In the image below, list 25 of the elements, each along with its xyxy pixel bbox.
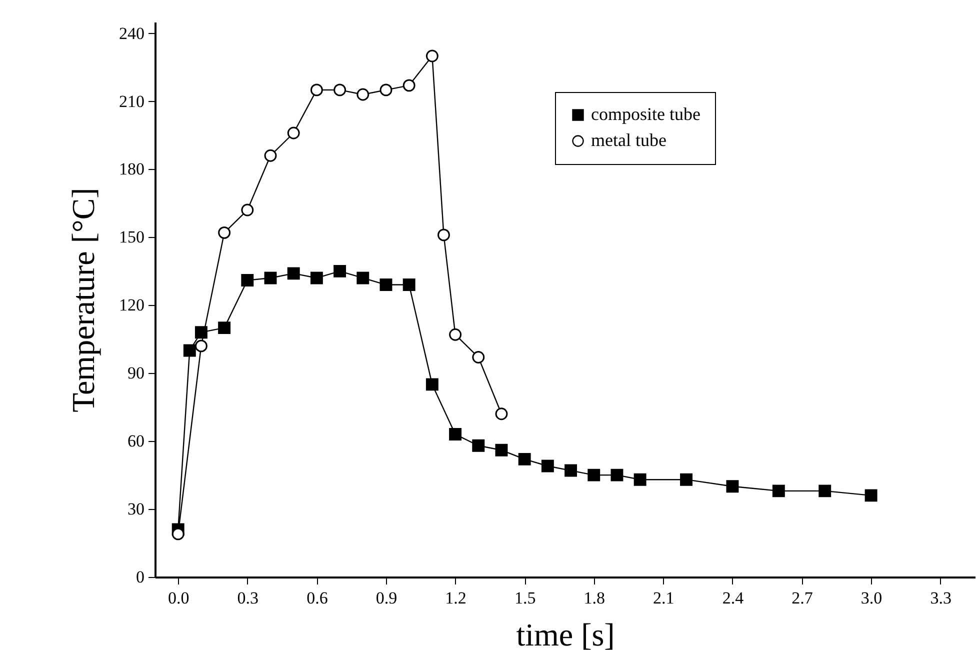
y-tick-label: 240 — [119, 24, 144, 43]
x-tick-label: 1.2 — [445, 588, 466, 608]
x-tick-label: 2.4 — [722, 588, 744, 608]
legend-label: metal tube — [591, 130, 666, 150]
legend-label: composite tube — [591, 104, 700, 124]
x-tick-label: 3.3 — [930, 588, 952, 608]
y-tick-label: 180 — [119, 160, 144, 179]
y-tick-label: 30 — [128, 500, 144, 519]
y-tick-label: 150 — [119, 228, 144, 247]
x-tick-label: 2.1 — [653, 588, 674, 608]
x-tick-label: 0.3 — [237, 588, 259, 608]
x-axis-title: time [s] — [516, 616, 615, 650]
y-axis-title: Temperature [°C] — [65, 188, 101, 412]
x-tick-label: 3.0 — [860, 588, 882, 608]
y-tick-label: 0 — [136, 568, 144, 586]
y-tick-label: 210 — [119, 92, 144, 111]
x-tick-label: 1.8 — [584, 588, 605, 608]
x-tick-label: 0.9 — [376, 588, 398, 608]
x-tick-label: 2.7 — [792, 588, 814, 608]
y-tick-label: 120 — [119, 296, 144, 315]
y-tick-label: 60 — [128, 432, 144, 451]
x-tick-label: 0.0 — [168, 588, 190, 608]
x-tick-label: 1.5 — [514, 588, 536, 608]
x-tick-label: 0.6 — [306, 588, 328, 608]
y-tick-label: 90 — [128, 364, 144, 383]
